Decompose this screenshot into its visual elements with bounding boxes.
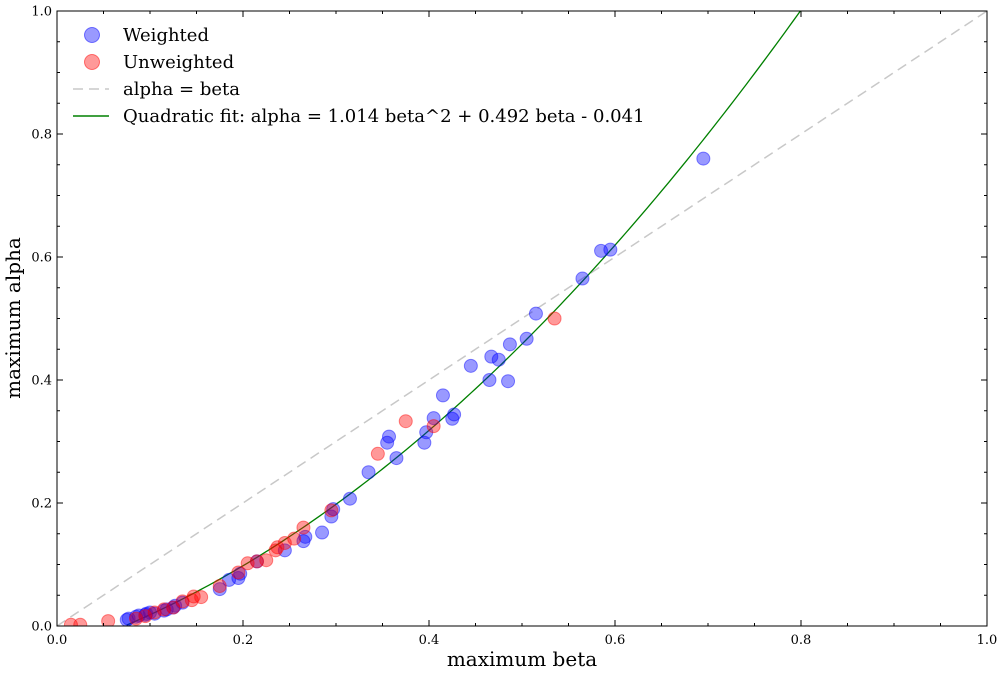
unweighted-point <box>138 609 153 624</box>
unweighted-point <box>147 605 162 620</box>
x-tick-label: 0.0 <box>47 633 68 648</box>
unweighted-point <box>277 535 292 550</box>
unweighted-point <box>129 611 144 626</box>
weighted-point <box>603 242 618 257</box>
weighted-point <box>447 407 462 422</box>
y-tick-label: 0.8 <box>31 128 52 143</box>
weighted-point <box>138 607 153 622</box>
weighted-point <box>382 429 397 444</box>
legend-label-quadratic-fit: Quadratic fit: alpha = 1.014 beta^2 + 0.… <box>123 106 645 127</box>
weighted-point <box>156 603 171 618</box>
weighted-point <box>342 491 357 506</box>
weighted-point <box>119 612 134 626</box>
weighted-point <box>502 337 517 352</box>
weighted-point <box>575 271 590 286</box>
unweighted-point <box>212 579 227 594</box>
legend-label-unweighted: Unweighted <box>123 52 234 73</box>
weighted-point <box>426 411 441 426</box>
weighted-point <box>168 598 183 613</box>
identity-line <box>57 11 987 626</box>
unweighted-point <box>547 311 562 326</box>
unweighted-point <box>175 594 190 609</box>
y-tick-label: 0.0 <box>31 620 52 635</box>
weighted-point <box>298 529 313 544</box>
legend-marker-unweighted <box>84 54 100 70</box>
weighted-point <box>324 509 339 524</box>
unweighted-point <box>398 414 413 429</box>
weighted-point <box>121 611 136 626</box>
weighted-point <box>528 306 543 321</box>
unweighted-point <box>101 614 116 626</box>
weighted-point <box>231 571 246 586</box>
unweighted-point <box>73 617 88 626</box>
weighted-point <box>491 352 506 367</box>
weighted-point <box>435 388 450 403</box>
x-tick-label: 0.2 <box>233 633 254 648</box>
weighted-point <box>417 435 432 450</box>
weighted-point <box>131 608 146 623</box>
weighted-point <box>129 609 144 624</box>
unweighted-point <box>324 503 339 518</box>
weighted-point <box>315 525 330 540</box>
unweighted-point <box>370 446 385 461</box>
unweighted-point <box>186 589 201 604</box>
unweighted-point <box>259 553 274 568</box>
weighted-point <box>463 358 478 373</box>
weighted-point <box>296 534 311 549</box>
unweighted-point <box>240 556 255 571</box>
weighted-point <box>482 373 497 387</box>
weighted-point <box>212 582 227 597</box>
weighted-point <box>361 465 376 480</box>
legend-label-identity-line: alpha = beta <box>123 79 240 100</box>
weighted-point <box>519 331 534 346</box>
quadratic-fit-line <box>126 11 802 626</box>
weighted-point <box>326 502 341 517</box>
unweighted-point <box>231 565 246 580</box>
weighted-point <box>501 374 516 389</box>
weighted-point <box>484 349 499 364</box>
unweighted-point <box>270 540 285 555</box>
x-tick-label: 1.0 <box>977 633 998 648</box>
unweighted-point <box>63 617 78 626</box>
weighted-point <box>696 151 711 166</box>
y-tick-label: 1.0 <box>31 5 52 20</box>
weighted-point <box>380 435 395 450</box>
weighted-point <box>143 605 157 620</box>
x-tick-label: 0.8 <box>791 633 812 648</box>
weighted-point <box>139 606 154 621</box>
weighted-point <box>159 602 174 617</box>
legend-label-weighted: Weighted <box>123 25 209 46</box>
weighted-point <box>249 554 264 569</box>
unweighted-point <box>156 602 171 617</box>
y-tick-label: 0.4 <box>31 374 52 389</box>
y-tick-label: 0.6 <box>31 251 52 266</box>
unweighted-point <box>287 531 302 546</box>
weighted-point <box>166 600 181 615</box>
x-axis-title: maximum beta <box>447 647 597 671</box>
weighted-point <box>419 425 434 440</box>
unweighted-point <box>184 593 199 608</box>
x-tick-label: 0.6 <box>605 633 626 648</box>
weighted-point <box>277 543 292 558</box>
unweighted-point <box>249 554 264 569</box>
weighted-point <box>445 411 460 426</box>
y-axis-title: maximum alpha <box>1 237 25 399</box>
legend: Weighted Unweighted alpha = beta Quadrat… <box>73 25 645 127</box>
weighted-point <box>222 572 237 587</box>
unweighted-point <box>426 419 441 434</box>
weighted-point <box>175 595 190 610</box>
unweighted-point <box>194 590 209 605</box>
unweighted-point <box>268 543 283 558</box>
x-tick-label: 0.4 <box>419 633 440 648</box>
y-tick-label: 0.2 <box>31 497 52 512</box>
weighted-point <box>147 606 162 621</box>
unweighted-point <box>166 600 181 615</box>
weighted-point <box>594 243 609 258</box>
unweighted-point <box>296 520 311 535</box>
legend-marker-weighted <box>84 27 100 43</box>
weighted-point <box>389 451 404 466</box>
weighted-point <box>233 566 248 581</box>
